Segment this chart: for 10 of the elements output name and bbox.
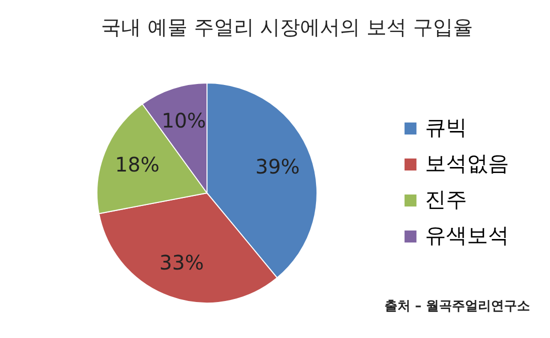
data-label: 33% <box>159 250 204 275</box>
legend-label: 유색보석 <box>425 224 509 248</box>
legend-label: 진주 <box>425 188 467 212</box>
legend-label: 큐빅 <box>425 116 467 140</box>
data-label: 39% <box>255 154 300 179</box>
source-note: 출처 – 월곡주얼리연구소 <box>384 299 530 314</box>
chart-title: 국내 예물 주얼리 시장에서의 보석 구입율 <box>101 15 473 39</box>
legend-label: 보석없음 <box>425 152 509 176</box>
data-label: 10% <box>162 108 206 133</box>
data-label: 18% <box>115 152 160 176</box>
